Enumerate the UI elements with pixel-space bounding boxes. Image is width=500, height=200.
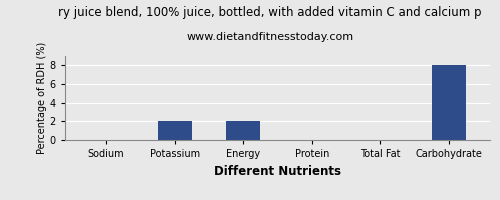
Bar	[226, 121, 260, 140]
Bar	[432, 65, 466, 140]
Text: www.dietandfitnesstoday.com: www.dietandfitnesstoday.com	[186, 32, 354, 42]
Text: ry juice blend, 100% juice, bottled, with added vitamin C and calcium p: ry juice blend, 100% juice, bottled, wit…	[58, 6, 482, 19]
Bar	[158, 121, 192, 140]
X-axis label: Different Nutrients: Different Nutrients	[214, 165, 341, 178]
Y-axis label: Percentage of RDH (%): Percentage of RDH (%)	[37, 42, 47, 154]
